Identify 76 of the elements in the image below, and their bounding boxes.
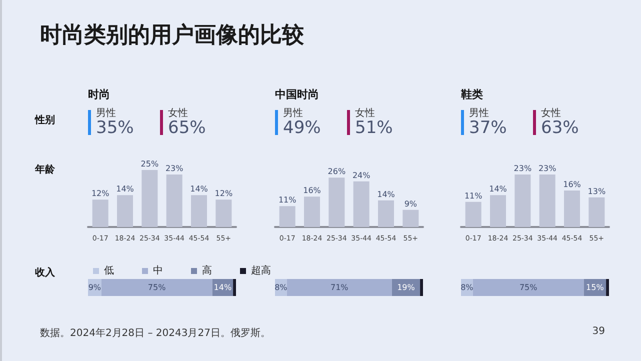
data-label: 25% (140, 160, 159, 168)
bar (378, 200, 394, 227)
data-label: 15% (586, 283, 604, 292)
data-label: 11% (464, 191, 483, 200)
category-label: 女性 (168, 108, 188, 120)
text: 时尚类别的用户画像的比较 (40, 22, 304, 50)
bar (92, 200, 108, 227)
data-label: 14% (190, 184, 208, 194)
bar (233, 279, 236, 296)
data-label: 24% (352, 170, 371, 180)
bar (588, 197, 605, 227)
bar (402, 210, 419, 227)
legend-label: 超高 (251, 264, 271, 276)
bar (472, 279, 584, 296)
bar (420, 279, 423, 296)
data-label: 14% (377, 190, 396, 199)
bar (142, 170, 158, 227)
data-label: 23% (538, 164, 557, 174)
text: 35% (96, 118, 134, 138)
data-label: 14% (489, 184, 508, 194)
data-label: 9% (88, 283, 102, 292)
data-label: 26% (328, 167, 346, 176)
data-label: 13% (588, 186, 606, 196)
legend-label: 低 (104, 266, 114, 276)
text: 37% (469, 118, 507, 138)
data-label: 71% (330, 283, 349, 292)
bar (353, 181, 370, 227)
text: 49% (283, 118, 321, 138)
data-label: 75% (148, 283, 166, 292)
data-label: 11% (278, 196, 297, 205)
category-label: 女性 (541, 108, 561, 120)
bar (328, 178, 345, 227)
bar (514, 174, 531, 227)
bar (539, 174, 556, 227)
text: 65% (168, 118, 206, 138)
category-label: 女性 (355, 108, 375, 120)
text: 数据。2024年2月28日 – 20243月27日。俄罗斯。 (40, 326, 270, 340)
text: 51% (355, 118, 393, 138)
data-label: 12% (214, 189, 233, 198)
text: 63% (541, 118, 579, 138)
category-label: 男性 (283, 108, 303, 120)
bar (286, 279, 392, 296)
legend-label: 高 (202, 264, 212, 276)
text: 中国时尚 (275, 87, 319, 102)
data-label: 19% (397, 283, 416, 292)
data-label: 75% (519, 283, 538, 292)
data-label: 12% (91, 189, 110, 198)
bar (101, 279, 212, 296)
data-label: 9% (404, 199, 418, 208)
category-label: 男性 (469, 108, 489, 120)
legend-label: 中 (153, 264, 163, 276)
data-label: 16% (303, 186, 322, 196)
bar (564, 190, 580, 227)
bar (465, 202, 482, 227)
text: 性别 (35, 114, 55, 127)
text: 39 (592, 326, 605, 337)
bar (606, 279, 609, 296)
text: 时尚 (88, 87, 110, 102)
data-label: 23% (514, 164, 532, 174)
data-label: 8% (274, 283, 288, 292)
data-label: 16% (563, 180, 582, 190)
bar (191, 195, 207, 227)
bar (166, 174, 182, 227)
category-label: 男性 (96, 108, 116, 120)
bar (490, 195, 506, 227)
bar (279, 206, 296, 227)
bar (216, 200, 232, 227)
data-label: 14% (116, 184, 134, 194)
y-axis-title: 年龄 (34, 164, 56, 176)
data-label: 8% (460, 283, 474, 292)
bar (304, 196, 320, 227)
data-label: 23% (165, 164, 184, 174)
y-axis-title: 收入 (35, 266, 56, 278)
data-label: 14% (214, 283, 232, 292)
bar (117, 195, 133, 227)
text: 鞋类 (461, 87, 483, 102)
